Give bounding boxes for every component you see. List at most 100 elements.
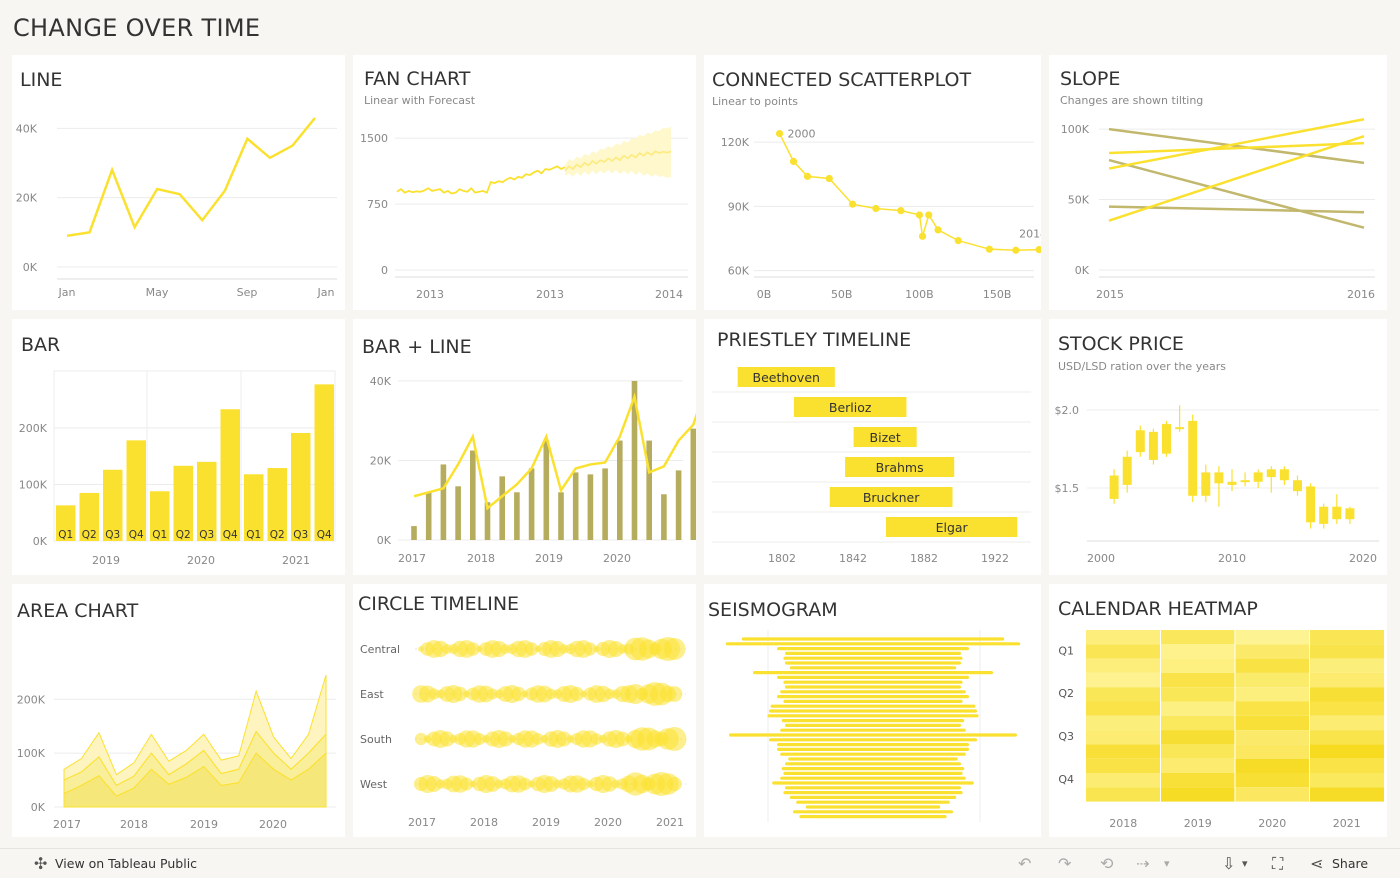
redo-icon[interactable]: ↷ xyxy=(1058,854,1072,873)
panel-calendar: CALENDAR HEATMAP Q1 Q2 Q3 Q4 2018 2019 2020 202… xyxy=(1049,584,1387,837)
candle-body xyxy=(1345,508,1355,520)
heatmap-cell xyxy=(1309,730,1384,745)
x-tick-label: 2017 xyxy=(398,552,426,565)
seismo-bar xyxy=(741,637,1005,641)
panel-subtitle: Linear with Forecast xyxy=(364,94,476,107)
seismo-bar xyxy=(770,704,976,708)
view-on-tableau-link[interactable]: View on Tableau Public xyxy=(55,856,198,871)
y-tick-label: 50K xyxy=(1068,194,1090,207)
slope-line xyxy=(1108,134,1365,222)
bar xyxy=(267,468,287,541)
y-tick-label: 0K xyxy=(1075,264,1090,277)
refresh-icon[interactable]: ⇢ xyxy=(1136,854,1150,873)
seismo-bar xyxy=(783,699,963,703)
candle-body xyxy=(1266,469,1276,478)
bar xyxy=(602,468,608,540)
heatmap-cell xyxy=(1086,687,1161,702)
bar xyxy=(631,380,638,540)
share-icon[interactable]: ⋖ xyxy=(1310,854,1324,873)
slope-line xyxy=(1108,158,1365,229)
seismo-bar xyxy=(783,771,963,775)
heatmap-cell xyxy=(1309,773,1384,788)
y-tick-label: 20K xyxy=(370,454,392,467)
x-tick-label: 2015 xyxy=(1096,288,1124,301)
panel-title: STOCK PRICE xyxy=(1058,333,1184,355)
panel-title: AREA CHART xyxy=(17,600,139,622)
x-tick-label: 2017 xyxy=(408,816,436,829)
seismo-bar xyxy=(799,815,947,819)
revert-icon[interactable]: ⟲ xyxy=(1100,854,1114,873)
y-tick-label: 0K xyxy=(31,801,46,814)
heatmap-cell xyxy=(1235,730,1310,745)
timeline-circle xyxy=(608,641,624,657)
bar xyxy=(499,476,505,540)
bar xyxy=(173,465,193,541)
download-icon[interactable]: ⇩ xyxy=(1222,854,1236,873)
timeline-circle xyxy=(667,776,682,792)
y-tick-label: 1500 xyxy=(360,132,388,145)
x-tick-label: 1922 xyxy=(981,552,1009,565)
panel-title: BAR xyxy=(21,334,61,356)
scatter-point xyxy=(1035,245,1041,254)
bar xyxy=(126,440,146,541)
line-series xyxy=(413,392,696,511)
x-tick-label: 1842 xyxy=(839,552,867,565)
bar xyxy=(617,440,623,540)
seismo-bar xyxy=(805,805,941,809)
bar xyxy=(150,491,170,541)
panel-subtitle: Linear to points xyxy=(712,95,799,108)
heatmap-cell xyxy=(1235,658,1310,673)
y-tick-label: $2.0 xyxy=(1055,404,1080,417)
x-tick-label: Jan xyxy=(58,286,76,299)
bar-label: Q3 xyxy=(293,529,308,541)
toolbar: ✣ View on Tableau Public ↶ ↷ ⟲ ⇢ ▾ ⇩ ▾ ⛶… xyxy=(0,848,1400,878)
seismo-bar xyxy=(753,671,993,675)
bar xyxy=(79,492,99,541)
panel-stock: STOCK PRICE USD/LSD ration over the year… xyxy=(1049,319,1387,575)
x-tick-label: Jan xyxy=(317,286,335,299)
connecting-line xyxy=(778,133,1040,251)
x-tick-label: 2019 xyxy=(535,552,563,565)
bar xyxy=(314,384,334,541)
candle-body xyxy=(1319,506,1329,524)
heatmap-cell xyxy=(1160,773,1235,788)
row-label: Q4 xyxy=(1058,773,1074,786)
timeline-bar xyxy=(737,367,835,387)
forecast-series xyxy=(564,150,672,172)
scatter-point xyxy=(954,237,962,245)
candle-body xyxy=(1332,506,1342,520)
heatmap-cell xyxy=(1160,701,1235,716)
heatmap-cell xyxy=(1160,630,1235,645)
timeline-circle xyxy=(466,642,480,656)
seismo-bar xyxy=(783,791,963,795)
seismo-bar xyxy=(769,709,977,713)
timeline-label: Berlioz xyxy=(829,400,872,415)
timeline-circle xyxy=(583,642,597,656)
seismo-bar xyxy=(729,733,1017,737)
tableau-logo-icon: ✣ xyxy=(34,854,48,873)
area-chart: 0K 100K 200K 2017 2018 2019 2020 xyxy=(17,674,336,831)
timeline-label: Elgar xyxy=(936,520,969,535)
x-tick-label: 2018 xyxy=(467,552,495,565)
fullscreen-icon[interactable]: ⛶ xyxy=(1272,854,1284,873)
timeline-circle xyxy=(590,733,603,745)
bar xyxy=(543,440,550,540)
seismo-bar xyxy=(725,642,1021,646)
chevron-down-icon[interactable]: ▾ xyxy=(1164,857,1170,870)
seismo-bar xyxy=(777,675,969,679)
panel-title: CIRCLE TIMELINE xyxy=(358,593,520,615)
bar-chart: 0K 100K 200K Q1 Q2 Q3 Q4 Q1 Q2 Q3 Q4 Q1 Q2 Q3 Q4 2019 20… xyxy=(19,370,336,567)
share-button[interactable]: Share xyxy=(1332,856,1369,871)
column-label: 2021 xyxy=(1333,817,1361,830)
scatter-point xyxy=(775,129,784,138)
seismo-bar xyxy=(788,757,958,761)
x-tick-label: 1882 xyxy=(910,552,938,565)
undo-icon[interactable]: ↶ xyxy=(1018,854,1032,873)
timeline-circle xyxy=(615,731,630,747)
chevron-down-icon[interactable]: ▾ xyxy=(1242,857,1248,870)
circle-timeline: Central East South West 2017 2018 2019 2020 2021 xyxy=(360,637,687,829)
timeline-bar xyxy=(853,427,917,447)
heatmap-cell xyxy=(1309,687,1384,702)
x-tick-label: 2018 xyxy=(120,818,148,831)
timeline-circle xyxy=(473,733,486,745)
